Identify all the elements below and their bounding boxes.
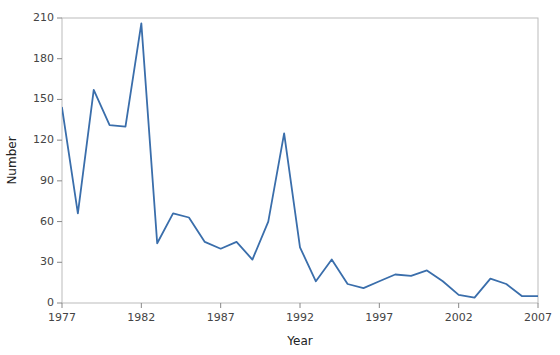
x-tick-label: 1987: [207, 311, 235, 324]
x-tick: [379, 303, 380, 308]
x-tick: [458, 303, 459, 308]
y-tick-label: 180: [33, 52, 54, 65]
x-tick: [62, 303, 63, 308]
plot-frame: [62, 18, 538, 303]
chart-svg: 0 30 60 90 120 150 180 210 1977 1982 1987 1992 1997 2…: [0, 0, 560, 355]
y-tick-label: 210: [33, 11, 54, 24]
y-tick-label: 30: [40, 255, 54, 268]
x-tick-label: 2007: [524, 311, 552, 324]
x-tick: [220, 303, 221, 308]
y-tick: [57, 180, 62, 181]
x-tick-label: 1997: [365, 311, 393, 324]
y-tick-label: 150: [33, 92, 54, 105]
y-tick-label: 60: [40, 215, 54, 228]
data-line: [62, 23, 538, 297]
y-axis-label: Number: [5, 136, 19, 184]
x-tick-label: 1977: [48, 311, 76, 324]
x-tick: [141, 303, 142, 308]
y-tick-label: 90: [40, 174, 54, 187]
x-axis: 1977 1982 1987 1992 1997 2002 2007: [48, 303, 552, 324]
x-tick-label: 2002: [445, 311, 473, 324]
y-tick: [57, 140, 62, 141]
y-tick-label: 0: [47, 296, 54, 309]
y-axis: 0 30 60 90 120 150 180 210: [33, 11, 62, 309]
line-group: [62, 23, 538, 297]
y-tick: [57, 262, 62, 263]
y-tick: [57, 99, 62, 100]
y-tick: [57, 221, 62, 222]
y-tick-label: 120: [33, 133, 54, 146]
chart-container: 0 30 60 90 120 150 180 210 1977 1982 1987 1992 1997 2…: [0, 0, 560, 355]
y-tick: [57, 303, 62, 304]
y-tick: [57, 58, 62, 59]
x-axis-label: Year: [286, 334, 312, 348]
x-tick: [300, 303, 301, 308]
x-tick-label: 1982: [127, 311, 155, 324]
x-tick: [538, 303, 539, 308]
x-tick-label: 1992: [286, 311, 314, 324]
y-tick: [57, 18, 62, 19]
